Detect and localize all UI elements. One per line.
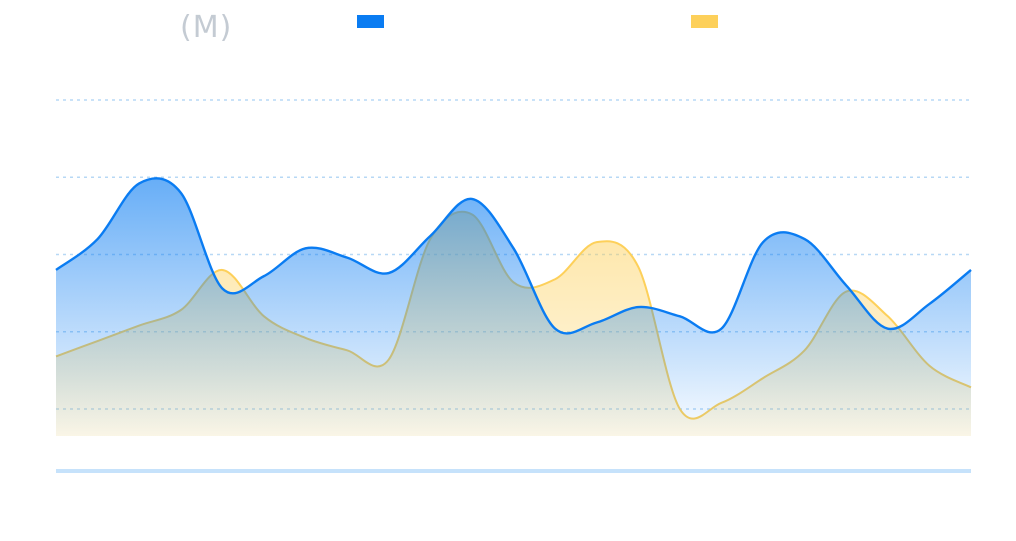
- legend-swatch-series-a[interactable]: [357, 15, 384, 28]
- series-a-area: [56, 178, 971, 436]
- legend-swatch-series-b[interactable]: [691, 15, 718, 28]
- series-layer: [55, 177, 972, 436]
- y-axis-unit-label: (M): [180, 10, 233, 45]
- series-a-line[interactable]: [55, 177, 972, 335]
